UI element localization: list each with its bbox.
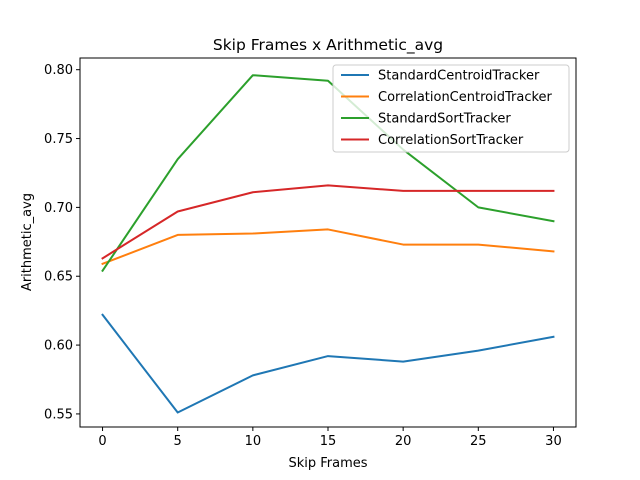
y-tick-label: 0.60 (44, 339, 73, 354)
x-tick-label: 0 (98, 434, 106, 449)
y-axis: 0.55 0.60 0.65 0.70 0.75 0.80 (44, 63, 80, 422)
x-tick-label: 5 (174, 434, 182, 449)
legend-label-0: StandardCentroidTracker (378, 69, 540, 84)
series-layer (101, 74, 555, 414)
legend-label-2: StandardSortTracker (378, 112, 511, 127)
series-line-1 (101, 228, 555, 266)
y-tick-label: 0.55 (44, 407, 73, 422)
chart-title: Skip Frames x Arithmetic_avg (213, 36, 443, 55)
x-axis-label: Skip Frames (288, 456, 367, 471)
y-tick-label: 0.80 (44, 63, 73, 78)
legend-label-3: CorrelationSortTracker (378, 133, 524, 148)
legend: StandardCentroidTracker CorrelationCentro… (332, 64, 570, 153)
legend-label-1: CorrelationCentroidTracker (378, 90, 553, 105)
series-line-0 (101, 313, 555, 414)
x-axis: 0 5 10 15 20 25 30 (98, 427, 562, 449)
series-line-2 (101, 74, 555, 273)
legend-box (332, 64, 570, 153)
x-tick-label: 30 (545, 434, 562, 449)
y-axis-label: Arithmetic_avg (20, 193, 35, 291)
y-tick-label: 0.65 (44, 270, 73, 285)
x-tick-label: 25 (470, 434, 487, 449)
y-tick-label: 0.70 (44, 201, 73, 216)
x-tick-label: 20 (395, 434, 412, 449)
x-tick-label: 10 (245, 434, 262, 449)
y-tick-label: 0.75 (44, 132, 73, 147)
x-tick-label: 15 (320, 434, 337, 449)
series-line-3 (101, 184, 555, 260)
